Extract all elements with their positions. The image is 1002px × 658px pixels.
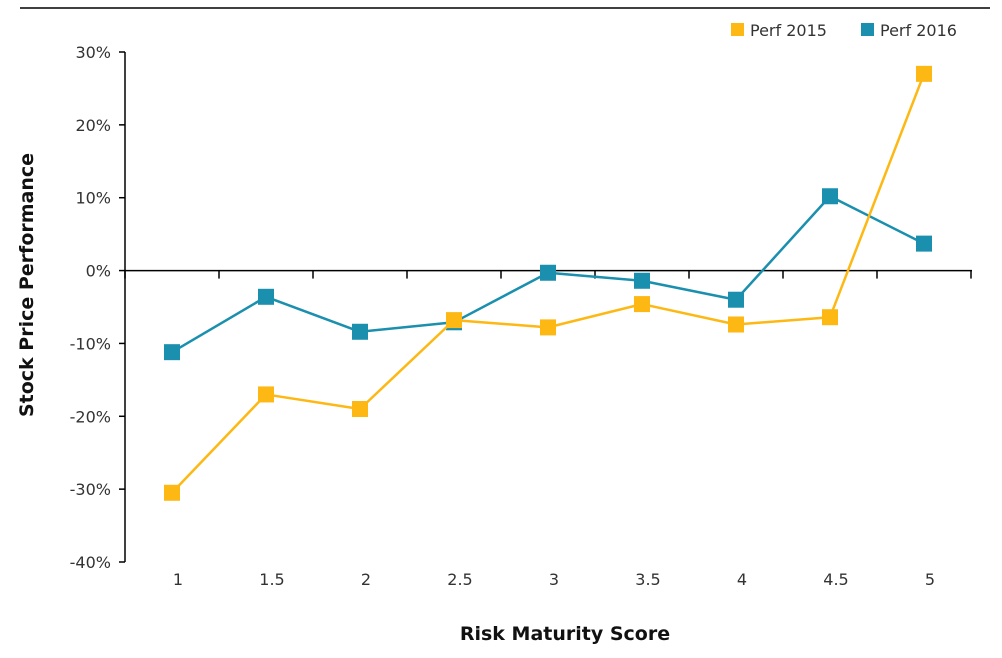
data-point-perf-2016 <box>634 272 650 289</box>
data-point-perf-2015 <box>258 386 274 403</box>
y-tick-label: -40% <box>70 553 111 572</box>
data-point-perf-2016 <box>728 291 744 308</box>
y-tick-label: 30% <box>75 43 111 62</box>
x-axis-title: Risk Maturity Score <box>460 623 670 645</box>
data-point-perf-2015 <box>822 309 838 326</box>
x-tick-label: 1 <box>173 570 183 589</box>
data-point-perf-2016 <box>916 235 932 252</box>
data-point-perf-2015 <box>540 319 556 336</box>
data-point-perf-2015 <box>164 484 180 501</box>
legend-label-perf-2015: Perf 2015 <box>750 21 827 40</box>
data-point-perf-2016 <box>164 344 180 361</box>
legend-swatch-perf-2015 <box>731 23 744 36</box>
data-point-perf-2015 <box>728 316 744 333</box>
legend-label-perf-2016: Perf 2016 <box>880 21 957 40</box>
x-tick-label: 4.5 <box>823 570 848 589</box>
series-perf-2015 <box>164 65 932 501</box>
y-tick-label: 20% <box>75 116 111 135</box>
x-tick-label: 2 <box>361 570 371 589</box>
y-tick-label: -20% <box>70 407 111 426</box>
y-tick-label: -10% <box>70 334 111 353</box>
x-tick-label: 4 <box>737 570 747 589</box>
y-tick-label: -30% <box>70 480 111 499</box>
x-tick-label: 5 <box>925 570 935 589</box>
data-point-perf-2016 <box>352 323 368 340</box>
x-tick-label: 1.5 <box>259 570 284 589</box>
legend-swatch-perf-2016 <box>861 23 874 36</box>
series-layer <box>164 65 932 501</box>
x-tick-label: 3 <box>549 570 559 589</box>
y-axis: 30% 20% 10% 0% -10% -20% -30% -40% <box>70 43 126 572</box>
data-point-perf-2016 <box>540 264 556 281</box>
series-perf-2016 <box>164 188 932 361</box>
data-point-perf-2015 <box>446 312 462 329</box>
y-tick-label: 0% <box>86 262 111 281</box>
data-point-perf-2016 <box>822 188 838 205</box>
x-tick-label: 2.5 <box>447 570 472 589</box>
x-tick-label: 3.5 <box>635 570 660 589</box>
y-tick-label: 10% <box>75 189 111 208</box>
data-point-perf-2015 <box>634 296 650 313</box>
legend: Perf 2015 Perf 2016 <box>731 21 957 40</box>
data-point-perf-2015 <box>916 65 932 82</box>
data-point-perf-2015 <box>352 401 368 417</box>
y-axis-title: Stock Price Performance <box>16 153 38 417</box>
data-point-perf-2016 <box>258 288 274 305</box>
series-line-perf-2015 <box>171 73 926 494</box>
x-axis: 1 1.5 2 2.5 3 3.5 4 4.5 5 <box>124 269 972 589</box>
